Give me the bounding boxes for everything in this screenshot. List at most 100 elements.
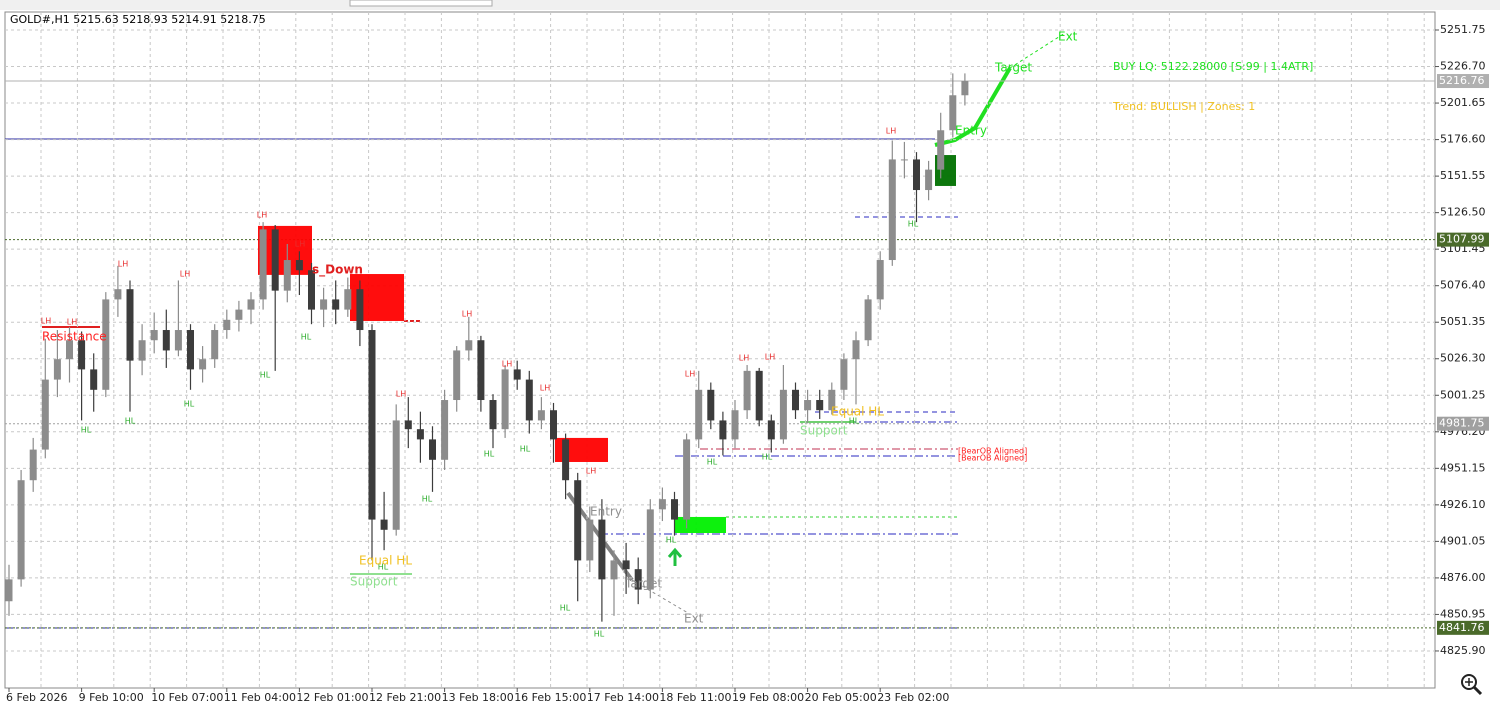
candle-body [828,389,836,411]
swing-label: HL [125,417,136,426]
annotation: Trend: BULLISH | Zones: 1 [1112,100,1255,113]
candle-body [646,509,654,590]
x-tick-label: 19 Feb 08:00 [732,691,804,704]
candle-body [852,340,860,360]
y-tick-label: 4951.15 [1440,461,1486,474]
y-tick-label: 5251.75 [1440,23,1486,36]
y-tick-label: 5201.65 [1440,96,1486,109]
toolbar-strip [0,0,1500,10]
candle-body [138,340,146,361]
swing-label: HL [908,220,919,229]
y-tick-label: 5051.35 [1440,315,1486,328]
candle-body [719,420,727,440]
y-tick-label: 5126.50 [1440,206,1486,219]
y-tick-label: 4901.05 [1440,534,1486,547]
candle-body [150,330,158,341]
y-tick-label: 4926.10 [1440,498,1486,511]
candle-body [562,439,570,481]
price-label-box [1437,232,1489,247]
candle-body [78,340,86,370]
swing-label: LH [67,318,77,327]
swing-label: LH [180,270,190,279]
annotation: [BearOB Aligned] [958,454,1027,463]
candle-body [574,480,582,561]
swing-label: LH [765,353,775,362]
price-label: 4981.75 [1439,417,1485,430]
candle-body [211,330,219,360]
swing-label: LH [685,370,695,379]
annotation: Support [800,424,848,438]
y-tick-label: 5151.55 [1440,169,1486,182]
magnifier-icon[interactable] [1461,674,1483,696]
candle-body [162,330,170,351]
candle-body [925,169,933,191]
candle-body [961,81,969,96]
candle-body [622,560,630,570]
y-tick-label: 5001.25 [1440,388,1486,401]
candle-body [731,410,739,440]
candle-body [29,449,37,481]
candle-body [755,370,763,421]
swing-label: HL [594,630,605,639]
candle-body [235,309,243,320]
buy-arrow [667,547,683,566]
candle-body [416,429,424,440]
candle-body [429,439,436,460]
price-label: 5216.76 [1439,74,1485,87]
x-tick-label: 18 Feb 11:00 [659,691,731,704]
x-tick-label: 12 Feb 21:00 [369,691,441,704]
candle-body [187,330,194,370]
candle-body [102,299,110,390]
swing-label: HL [520,445,531,454]
annotation: Entry [955,124,987,138]
plot-area [4,11,1436,689]
candle-body [380,519,388,530]
toolbar-input[interactable] [349,0,493,7]
candle-body [41,379,49,450]
candle-body [671,499,678,520]
candle-body [332,299,340,310]
candle-body [126,289,134,361]
candle-body [320,299,328,310]
swing-label: HL [184,400,195,409]
annotation: Target [624,577,662,591]
y-tick-label: 4850.95 [1440,607,1486,620]
annotation: Resistance [42,330,107,344]
swing-label: HL [666,536,677,545]
candle-body [864,299,872,341]
x-tick-label: 13 Feb 18:00 [442,691,514,704]
annotation: Target [994,61,1032,75]
y-tick-label: 5026.30 [1440,352,1486,365]
candle-body [767,420,775,440]
order-block-zone [675,516,726,533]
swing-label: HL [422,495,433,504]
swing-label: LH [739,354,749,363]
candle-body [525,379,533,421]
annotation: Ext [1058,30,1078,44]
x-tick-label: 23 Feb 02:00 [877,691,949,704]
candle-body [598,519,606,580]
candle-body [792,389,799,411]
candle-body [550,410,557,440]
candle-body [114,289,122,300]
candle-body [840,359,848,390]
candle-body [489,400,497,430]
x-tick-label: 20 Feb 05:00 [805,691,877,704]
price-label-box [1437,620,1489,635]
annotation: Entry [590,505,622,519]
x-tick-label: 10 Feb 07:00 [151,691,223,704]
annotation: BUY LQ: 5122.28000 [S:99 | 1.4ATR] [1113,60,1313,73]
x-tick-label: 17 Feb 14:00 [587,691,659,704]
y-tick-label: 4825.90 [1440,644,1486,657]
swing-label: LH [257,211,267,220]
candle-body [695,389,703,440]
candle-body [295,260,303,271]
swing-label: HL [762,453,773,462]
candle-body [441,400,449,460]
candle-body [804,400,812,411]
candle-body [174,330,182,351]
candle-body [308,270,315,310]
candle-body [283,260,291,291]
x-tick-label: 6 Feb 2026 [6,691,67,704]
